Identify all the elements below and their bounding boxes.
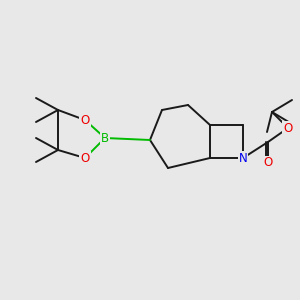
Text: O: O <box>284 122 292 134</box>
Text: O: O <box>80 152 90 164</box>
Text: B: B <box>101 131 109 145</box>
Text: O: O <box>263 157 273 169</box>
Text: N: N <box>238 152 247 164</box>
Text: O: O <box>80 113 90 127</box>
